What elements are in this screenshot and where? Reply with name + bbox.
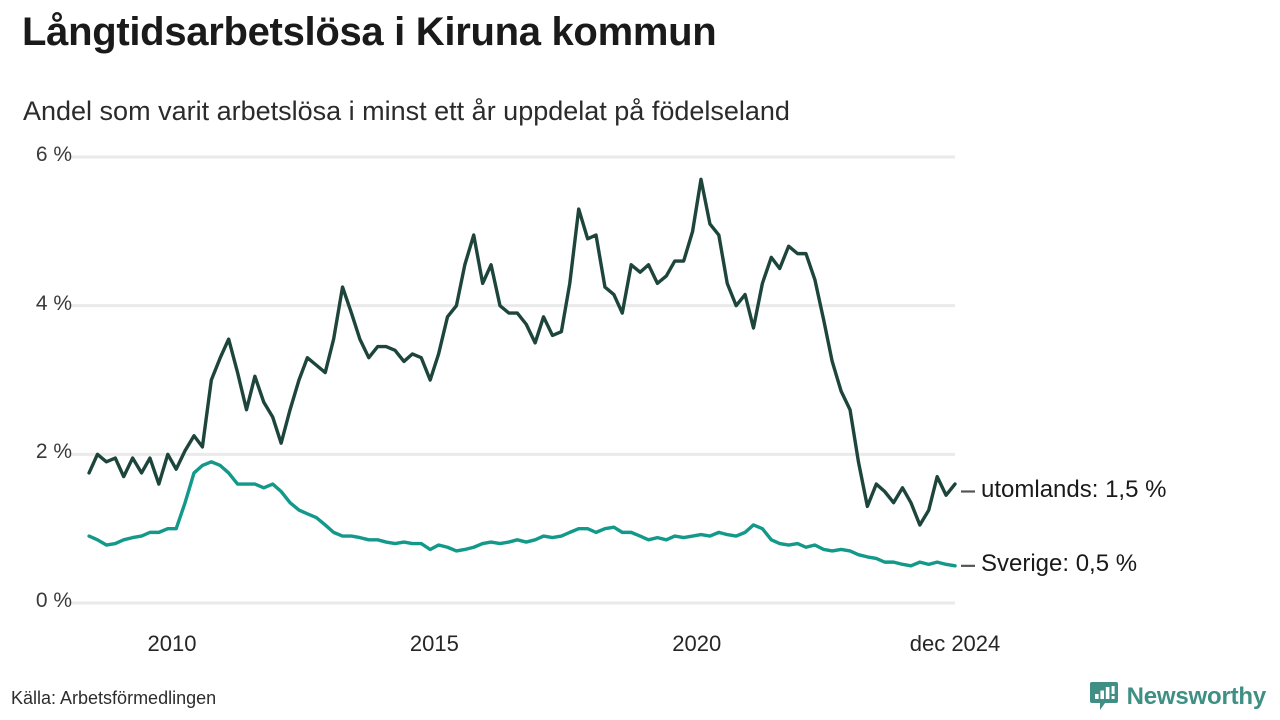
y-tick-6: 6 % xyxy=(35,143,72,166)
y-tick-4: 4 % xyxy=(35,291,72,315)
source-note: Källa: Arbetsförmedlingen xyxy=(11,688,217,708)
logo-wordmark: Newsworthy xyxy=(1126,683,1267,710)
series-line-sverige xyxy=(87,460,957,568)
x-tick-2015: 2015 xyxy=(409,631,459,656)
x-tick-2010: 2010 xyxy=(147,631,197,656)
chart-subtitle: Andel som varit arbetslösa i minst ett å… xyxy=(23,96,790,126)
page-title: Långtidsarbetslösa i Kiruna kommun xyxy=(22,10,717,54)
newsworthy-logo[interactable]: Newsworthy xyxy=(1089,681,1266,713)
y-tick-0: 0 % xyxy=(35,589,72,612)
bar-chart-badge-icon xyxy=(1089,682,1118,710)
y-tick-2: 2 % xyxy=(35,440,72,464)
series-label-utomlands: utomlands: 1,5 % xyxy=(981,475,1167,503)
series-label-sverige: Sverige: 0,5 % xyxy=(981,549,1138,577)
x-tick-2020: 2020 xyxy=(672,631,722,656)
x-tick-dec-2024: dec 2024 xyxy=(909,631,1001,656)
series-line-utomlands xyxy=(87,177,957,527)
